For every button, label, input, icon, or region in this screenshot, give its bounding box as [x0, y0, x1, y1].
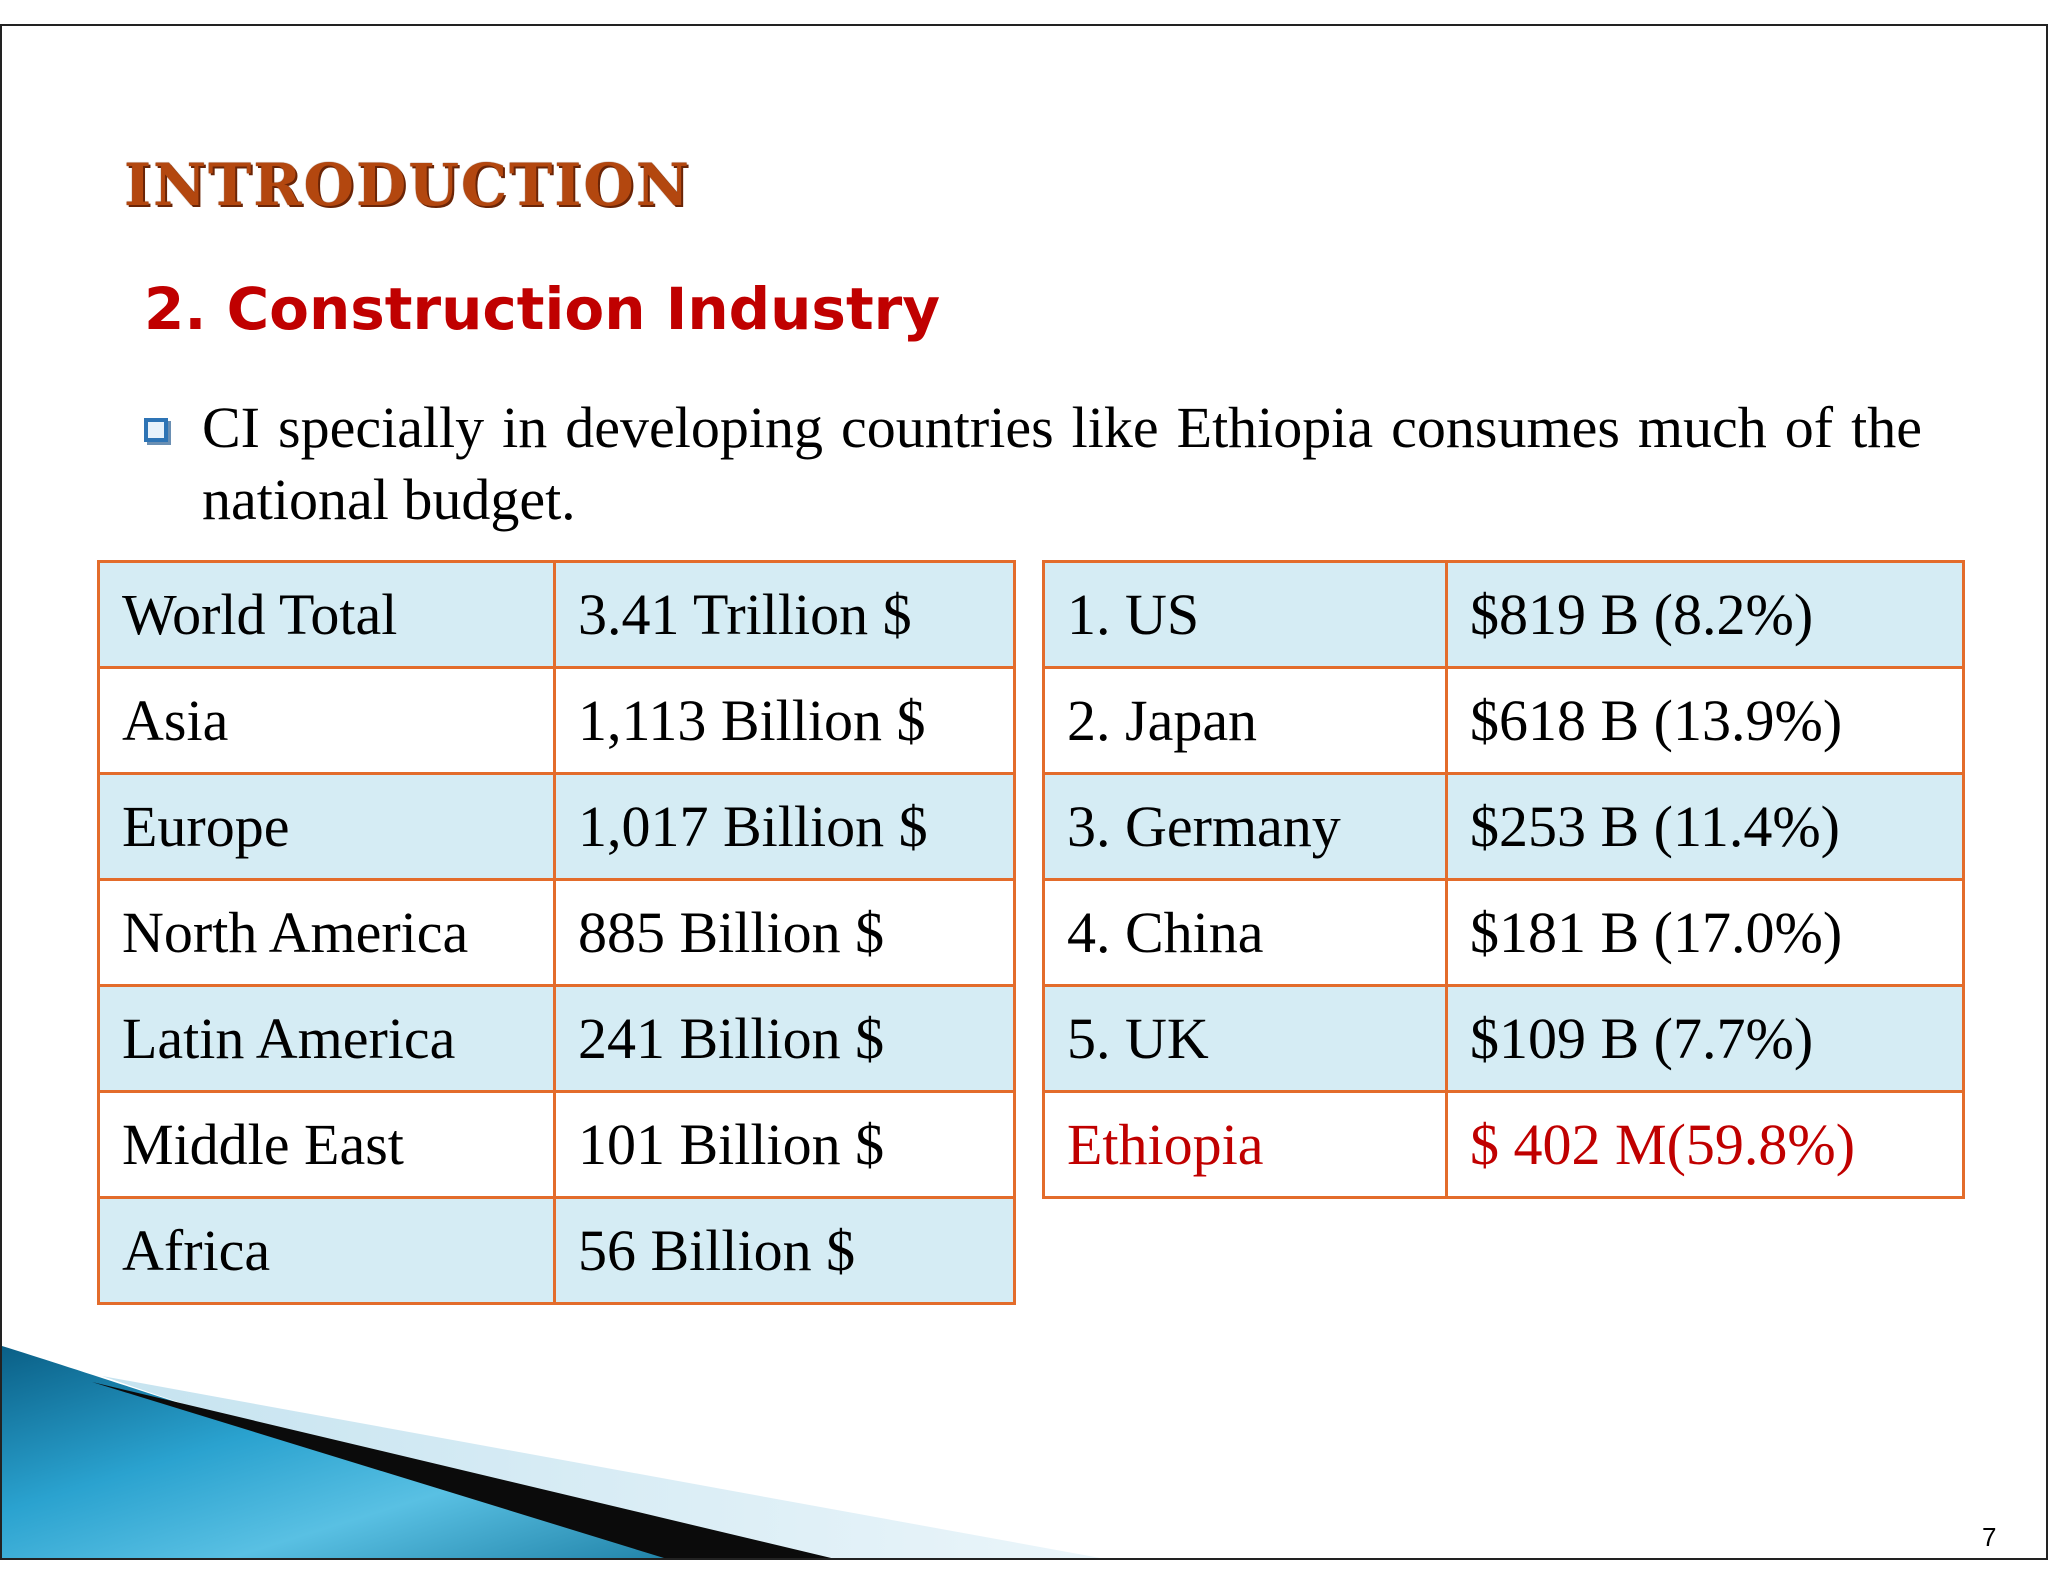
- table-row: Europe 1,017 Billion $: [97, 772, 1016, 881]
- country-cell: 3. Germany: [1042, 772, 1448, 881]
- country-cell: 4. China: [1042, 878, 1448, 987]
- corner-wave-decoration: [2, 1346, 1101, 1558]
- region-cell: Asia: [97, 666, 556, 775]
- country-cell: 1. US: [1042, 560, 1448, 669]
- table-row: World Total 3.41 Trillion $: [97, 560, 1016, 669]
- table-row: 4. China $181 B (17.0%): [1042, 878, 1965, 987]
- country-cell: 2. Japan: [1042, 666, 1448, 775]
- region-spending-table: World Total 3.41 Trillion $ Asia 1,113 B…: [97, 560, 1016, 1305]
- region-cell: Middle East: [97, 1090, 556, 1199]
- bullet-text: CI specially in developing countries lik…: [202, 395, 1922, 532]
- page-number: 7: [1982, 1522, 1997, 1552]
- table-row: Middle East 101 Billion $: [97, 1090, 1016, 1199]
- slide: INTRODUCTION 2. Construction Industry CI…: [0, 24, 2048, 1560]
- region-cell: Africa: [97, 1196, 556, 1305]
- country-cell: 5. UK: [1042, 984, 1448, 1093]
- country-cell: Ethiopia: [1042, 1090, 1448, 1199]
- region-value-cell: 1,113 Billion $: [553, 666, 1016, 775]
- table-row: North America 885 Billion $: [97, 878, 1016, 987]
- table-row: 2. Japan $618 B (13.9%): [1042, 666, 1965, 775]
- table-row: 5. UK $109 B (7.7%): [1042, 984, 1965, 1093]
- table-row: 3. Germany $253 B (11.4%): [1042, 772, 1965, 881]
- checkbox-bullet-icon: [144, 418, 168, 442]
- region-value-cell: 101 Billion $: [553, 1090, 1016, 1199]
- table-row: Latin America 241 Billion $: [97, 984, 1016, 1093]
- slide-heading: INTRODUCTION: [124, 151, 691, 219]
- table-row-highlight: Ethiopia $ 402 M(59.8%): [1042, 1090, 1965, 1199]
- country-value-cell: $109 B (7.7%): [1445, 984, 1965, 1093]
- region-value-cell: 885 Billion $: [553, 878, 1016, 987]
- country-value-cell: $618 B (13.9%): [1445, 666, 1965, 775]
- country-value-cell: $819 B (8.2%): [1445, 560, 1965, 669]
- country-value-cell: $253 B (11.4%): [1445, 772, 1965, 881]
- region-cell: North America: [97, 878, 556, 987]
- region-cell: Latin America: [97, 984, 556, 1093]
- country-value-cell: $181 B (17.0%): [1445, 878, 1965, 987]
- region-cell: Europe: [97, 772, 556, 881]
- section-title: 2. Construction Industry: [144, 275, 941, 343]
- table-row: 1. US $819 B (8.2%): [1042, 560, 1965, 669]
- region-value-cell: 56 Billion $: [553, 1196, 1016, 1305]
- region-value-cell: 1,017 Billion $: [553, 772, 1016, 881]
- region-value-cell: 241 Billion $: [553, 984, 1016, 1093]
- region-cell: World Total: [97, 560, 556, 669]
- region-value-cell: 3.41 Trillion $: [553, 560, 1016, 669]
- table-row: Africa 56 Billion $: [97, 1196, 1016, 1305]
- country-value-cell: $ 402 M(59.8%): [1445, 1090, 1965, 1199]
- table-row: Asia 1,113 Billion $: [97, 666, 1016, 775]
- country-spending-table: 1. US $819 B (8.2%) 2. Japan $618 B (13.…: [1042, 560, 1965, 1199]
